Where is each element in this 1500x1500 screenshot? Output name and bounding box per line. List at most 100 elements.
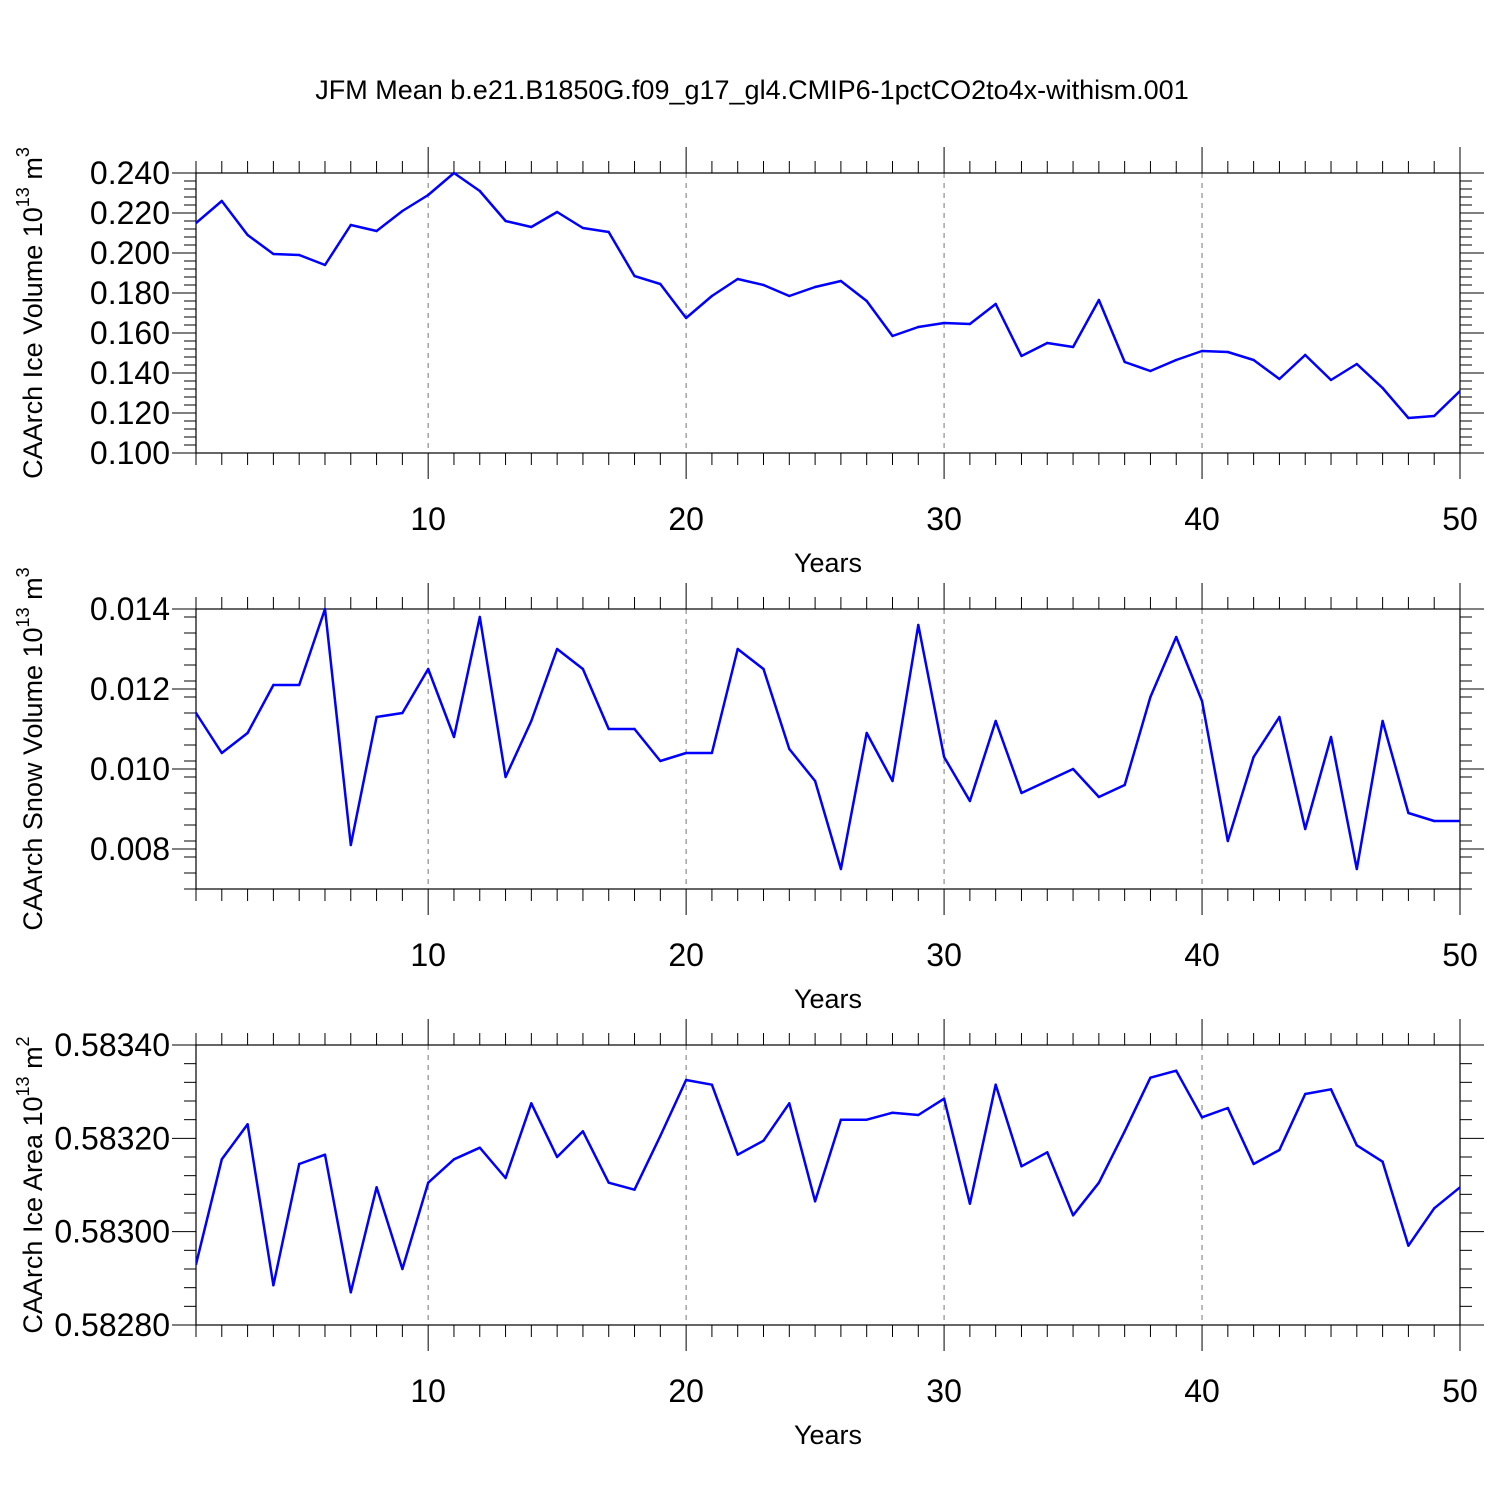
data-point	[1149, 369, 1152, 373]
y-axis-title-exponent: 13	[13, 607, 33, 627]
data-point	[581, 1130, 585, 1133]
data-point	[968, 322, 972, 326]
data-point	[839, 1118, 843, 1121]
data-point	[1278, 715, 1281, 719]
data-point	[504, 1176, 507, 1180]
data-point	[530, 225, 533, 229]
plot-frame	[195, 608, 1461, 890]
panels: 10 20 30 40 50 0.100 0.120 0.140 0.160 0.180 0.200…	[13, 147, 1484, 1450]
data-point	[1407, 811, 1410, 815]
data-point	[1381, 719, 1384, 723]
y-tick-label: 0.180	[90, 275, 170, 311]
y-axis-title-unit: m	[18, 157, 48, 187]
data-point	[659, 759, 662, 763]
data-point	[736, 647, 739, 651]
data-point	[1226, 1106, 1230, 1110]
data-point	[297, 683, 301, 687]
y-tick-label: 0.014	[90, 591, 170, 627]
data-point	[942, 321, 946, 325]
chart-panel-3: 10 20 30 40 50 0.58280 0.58300 0.58320 0.58340 Ye…	[13, 1019, 1484, 1450]
x-tick-label: 30	[926, 1373, 962, 1409]
data-point	[1200, 1116, 1204, 1119]
x-tick-label: 20	[668, 501, 704, 537]
data-point	[813, 779, 817, 783]
data-point	[1407, 416, 1410, 420]
data-point	[452, 171, 456, 175]
data-point	[607, 230, 610, 234]
series-line	[196, 171, 1460, 420]
x-tick-label: 20	[668, 1373, 704, 1409]
y-tick-label: 0.100	[90, 435, 170, 471]
data-point	[1252, 755, 1255, 759]
y-axis-title-main: CAArch Ice Area 10	[18, 1096, 48, 1333]
data-point	[272, 683, 275, 687]
data-point	[246, 1123, 249, 1126]
x-tick-label: 20	[668, 937, 704, 973]
data-point	[246, 233, 249, 237]
data-point	[968, 799, 972, 803]
y-axis-title: CAArch Snow Volume 1013 m3	[13, 567, 48, 930]
data-point	[710, 294, 714, 298]
data-point	[865, 731, 868, 735]
data-point	[426, 1181, 430, 1184]
data-point	[530, 719, 533, 723]
chart-title: JFM Mean b.e21.B1850G.f09_g17_gl4.CMIP6-…	[315, 75, 1188, 105]
x-tick-label: 10	[410, 1373, 446, 1409]
data-point	[1200, 349, 1204, 353]
data-point	[1433, 414, 1436, 418]
data-point	[762, 283, 765, 287]
data-point	[994, 719, 997, 723]
data-point	[220, 751, 223, 755]
y-axis-title-unit-exponent: 2	[13, 1036, 33, 1046]
data-point	[968, 1202, 972, 1205]
y-axis-title: CAArch Ice Area 1013 m2	[13, 1036, 48, 1333]
y-axis-title-unit-exponent: 3	[13, 567, 33, 577]
data-point	[1071, 767, 1075, 771]
x-axis-title: Years	[794, 548, 862, 578]
data-point	[1200, 699, 1204, 703]
data-point	[1329, 735, 1333, 739]
data-point	[633, 727, 636, 731]
data-point	[994, 302, 997, 306]
plot-frame	[195, 172, 1461, 454]
x-tick-label: 50	[1442, 501, 1478, 537]
data-point	[504, 775, 507, 779]
y-tick-label: 0.012	[90, 671, 170, 707]
data-point	[1433, 819, 1436, 823]
y-tick-label: 0.010	[90, 751, 170, 787]
data-point	[272, 1284, 275, 1287]
data-point	[581, 667, 585, 671]
data-point	[994, 1083, 997, 1086]
data-point	[272, 252, 275, 256]
chart-panel-1: 10 20 30 40 50 0.100 0.120 0.140 0.160 0.180 0.200…	[13, 147, 1484, 578]
data-point	[788, 747, 791, 751]
data-point	[1046, 341, 1049, 345]
data-point	[1020, 1165, 1023, 1168]
y-axis-title-exponent: 13	[13, 1076, 33, 1096]
x-tick-label: 40	[1184, 501, 1220, 537]
data-point	[349, 223, 352, 227]
data-point	[813, 285, 817, 289]
data-point	[401, 1267, 404, 1271]
data-point	[349, 843, 352, 847]
data-point	[246, 731, 249, 735]
x-tick-label: 10	[410, 501, 446, 537]
data-point	[1226, 350, 1230, 354]
data-point	[1381, 1160, 1384, 1163]
y-tick-label: 0.58340	[54, 1027, 170, 1063]
data-point	[220, 199, 223, 203]
data-point	[530, 1102, 533, 1105]
data-point	[478, 189, 481, 193]
data-point	[891, 779, 894, 783]
data-point	[1458, 389, 1460, 393]
data-point	[426, 667, 430, 671]
data-point	[1097, 1181, 1101, 1184]
y-tick-label: 0.58280	[54, 1307, 170, 1343]
data-point	[1123, 360, 1126, 364]
data-point	[196, 711, 198, 715]
y-axis-title-main: CAArch Snow Volume 10	[18, 627, 48, 930]
x-tick-label: 10	[410, 937, 446, 973]
data-point	[297, 1162, 301, 1166]
data-point	[401, 711, 404, 715]
data-point	[1278, 1148, 1281, 1152]
